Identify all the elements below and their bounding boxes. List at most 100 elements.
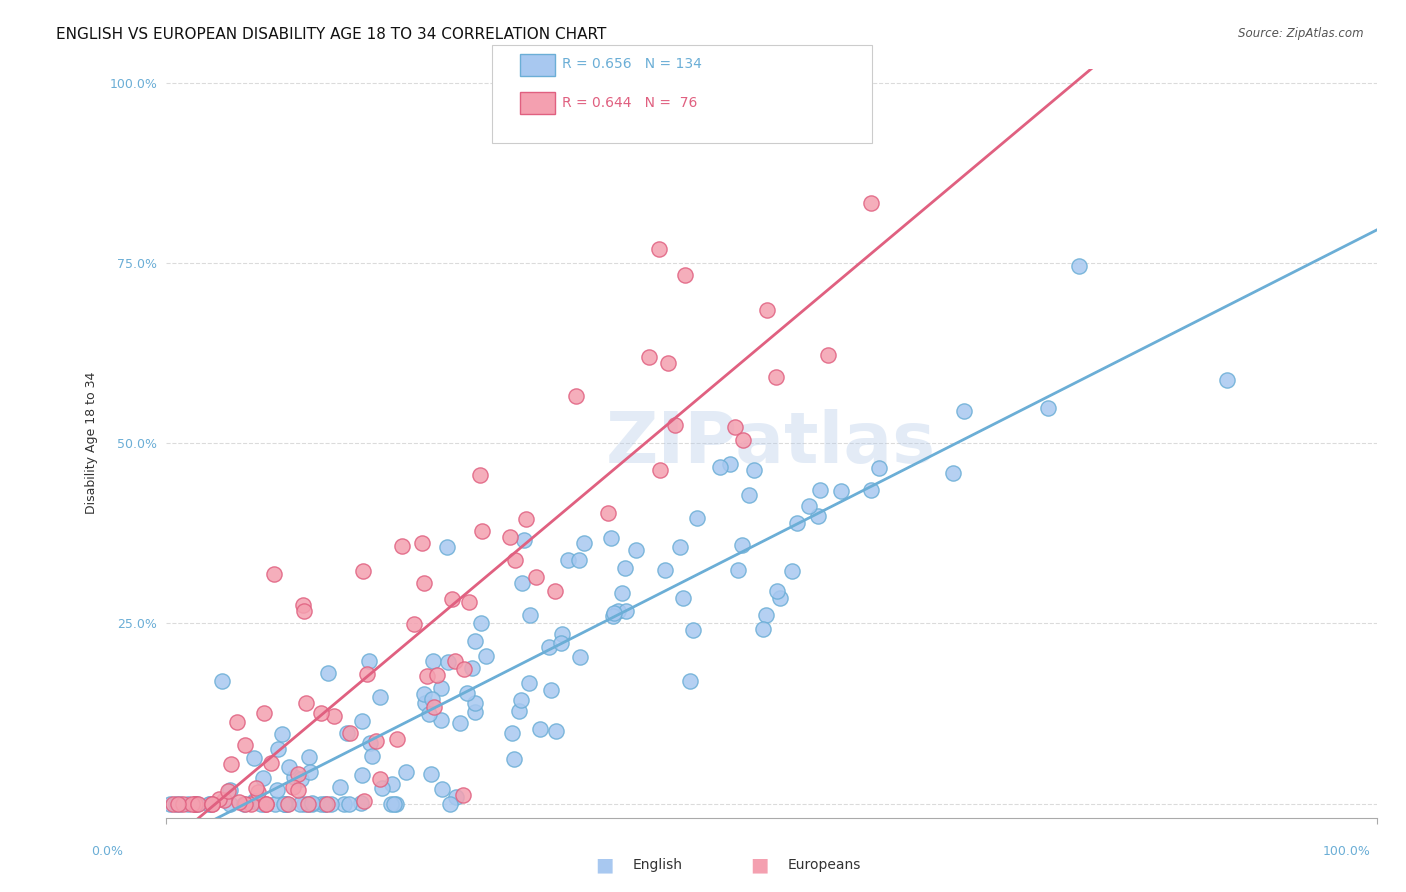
Point	[550, 636, 572, 650]
Text: 100.0%: 100.0%	[1323, 846, 1371, 858]
Point	[436, 540, 458, 554]
Point	[167, 797, 190, 811]
Point	[177, 797, 200, 811]
Point	[350, 767, 373, 781]
Point	[440, 592, 463, 607]
Point	[519, 608, 541, 623]
Point	[297, 797, 319, 811]
Point	[603, 606, 626, 620]
Point	[298, 764, 321, 779]
Point	[201, 797, 224, 811]
Point	[288, 797, 311, 811]
Point	[287, 783, 309, 797]
Point	[292, 604, 315, 618]
Point	[422, 654, 444, 668]
Point	[184, 797, 207, 811]
Point	[565, 389, 588, 403]
Point	[765, 370, 787, 384]
Point	[430, 714, 453, 728]
Point	[529, 722, 551, 736]
Point	[430, 781, 453, 796]
Point	[638, 350, 661, 364]
Point	[226, 715, 249, 730]
Point	[292, 598, 315, 612]
Text: Source: ZipAtlas.com: Source: ZipAtlas.com	[1239, 27, 1364, 40]
Point	[439, 797, 461, 811]
Point	[598, 506, 620, 520]
Text: ■: ■	[595, 855, 614, 875]
Point	[309, 706, 332, 720]
Point	[600, 532, 623, 546]
Point	[404, 617, 426, 632]
Point	[780, 564, 803, 578]
Point	[475, 649, 498, 664]
Point	[682, 623, 704, 637]
Text: ENGLISH VS EUROPEAN DISABILITY AGE 18 TO 34 CORRELATION CHART: ENGLISH VS EUROPEAN DISABILITY AGE 18 TO…	[56, 27, 606, 42]
Point	[568, 553, 591, 567]
Point	[602, 609, 624, 624]
Point	[501, 726, 523, 740]
Point	[456, 686, 478, 700]
Point	[323, 709, 346, 723]
Point	[519, 676, 541, 690]
Point	[669, 540, 692, 554]
Point	[557, 552, 579, 566]
Text: ■: ■	[749, 855, 769, 875]
Point	[337, 797, 360, 811]
Point	[755, 607, 778, 622]
Point	[817, 348, 839, 362]
Point	[419, 767, 441, 781]
Point	[233, 797, 256, 811]
Point	[444, 790, 467, 805]
Point	[290, 772, 312, 786]
Point	[418, 707, 440, 722]
Point	[624, 542, 647, 557]
Point	[250, 797, 273, 811]
Point	[470, 615, 492, 630]
Point	[172, 797, 194, 811]
Point	[283, 780, 305, 795]
Point	[292, 797, 315, 811]
Point	[613, 561, 636, 575]
Point	[243, 751, 266, 765]
Point	[198, 797, 221, 811]
Text: R = 0.644   N =  76: R = 0.644 N = 76	[562, 95, 697, 110]
Point	[464, 634, 486, 648]
Point	[436, 655, 458, 669]
Point	[294, 696, 316, 710]
Point	[278, 760, 301, 774]
Point	[357, 654, 380, 668]
Point	[526, 570, 548, 584]
Point	[544, 724, 567, 739]
Point	[411, 536, 433, 550]
Point	[240, 797, 263, 811]
Point	[359, 735, 381, 749]
Point	[464, 696, 486, 710]
Point	[614, 604, 637, 618]
Point	[233, 739, 256, 753]
Point	[228, 795, 250, 809]
Point	[277, 797, 299, 811]
Point	[755, 303, 778, 318]
Point	[673, 268, 696, 282]
Point	[274, 797, 297, 811]
Point	[420, 692, 443, 706]
Point	[352, 564, 374, 578]
Text: ZIPatlas: ZIPatlas	[606, 409, 936, 478]
Point	[540, 683, 562, 698]
Point	[263, 797, 285, 811]
Point	[245, 794, 267, 808]
Point	[508, 704, 530, 718]
Point	[503, 752, 526, 766]
Point	[718, 457, 741, 471]
Point	[413, 696, 436, 710]
Point	[859, 196, 882, 211]
Point	[664, 417, 686, 432]
Point	[786, 516, 808, 531]
Point	[733, 433, 755, 447]
Point	[538, 640, 561, 654]
Point	[245, 780, 267, 795]
Point	[208, 792, 231, 806]
Point	[380, 777, 402, 791]
Point	[569, 649, 592, 664]
